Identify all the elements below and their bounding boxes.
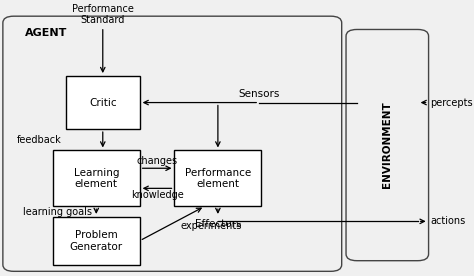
Text: learning goals: learning goals [23,206,92,217]
FancyBboxPatch shape [3,16,342,271]
Text: Learning
element: Learning element [73,168,119,189]
Text: actions: actions [430,216,465,226]
Text: experiments: experiments [181,221,242,231]
Text: AGENT: AGENT [25,28,67,38]
Text: Sensors: Sensors [238,89,280,99]
Text: Effectors: Effectors [195,219,241,229]
FancyBboxPatch shape [346,30,428,261]
Bar [53,150,140,206]
Text: Critic: Critic [89,97,117,108]
Text: knowledge: knowledge [131,190,183,200]
Text: ENVIRONMENT: ENVIRONMENT [383,102,392,189]
Text: feedback: feedback [17,135,62,145]
Text: Performance
element: Performance element [185,168,251,189]
Text: Problem
Generator: Problem Generator [70,230,123,251]
Bar [174,150,261,206]
Text: Performance
Standard: Performance Standard [72,4,134,25]
Text: percepts: percepts [430,97,473,108]
Bar [53,217,140,265]
Text: changes: changes [137,156,178,166]
Bar [66,76,140,129]
